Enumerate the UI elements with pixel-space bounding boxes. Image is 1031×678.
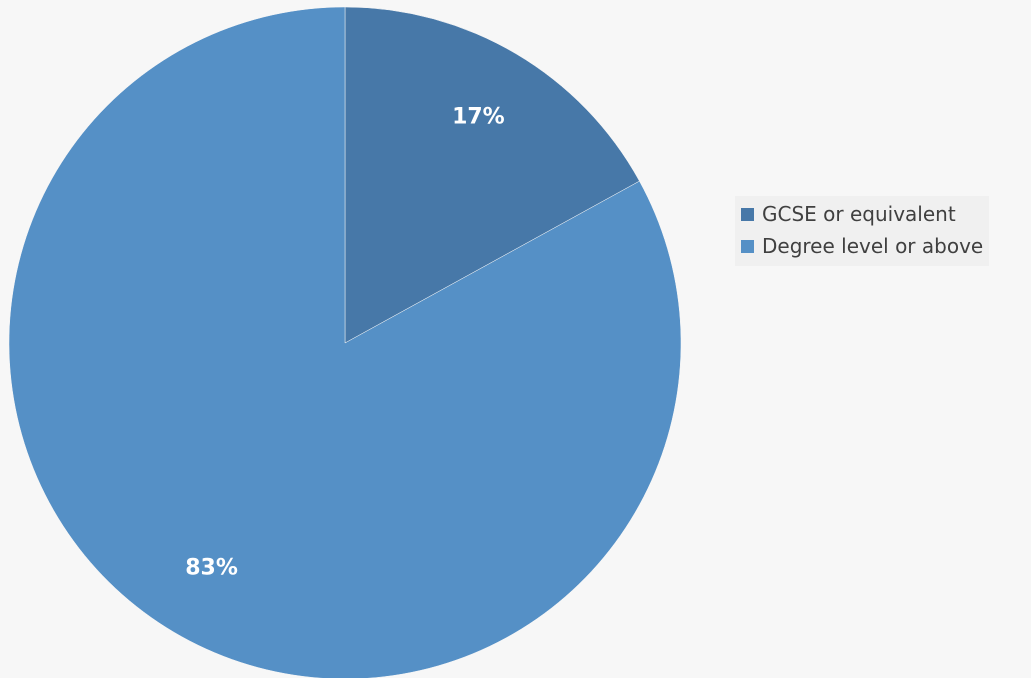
legend: GCSE or equivalent Degree level or above: [735, 196, 990, 266]
pie-plot-area: 17% 83%: [8, 6, 682, 678]
legend-label: GCSE or equivalent: [762, 202, 956, 226]
legend-item-1: GCSE or equivalent: [741, 198, 983, 230]
slices-layer: [8, 6, 682, 678]
legend-label: Degree level or above: [762, 234, 984, 258]
legend-swatch: [741, 239, 754, 253]
pie-slice-1: [344, 6, 640, 344]
legend-swatch: [741, 207, 754, 221]
data-label-1: 17%: [452, 104, 505, 129]
data-labels-layer: 17% 83%: [185, 104, 504, 580]
legend-item-2: Degree level or above: [741, 230, 983, 262]
data-label-2: 83%: [185, 556, 238, 581]
pie-slice-2: [8, 6, 682, 678]
